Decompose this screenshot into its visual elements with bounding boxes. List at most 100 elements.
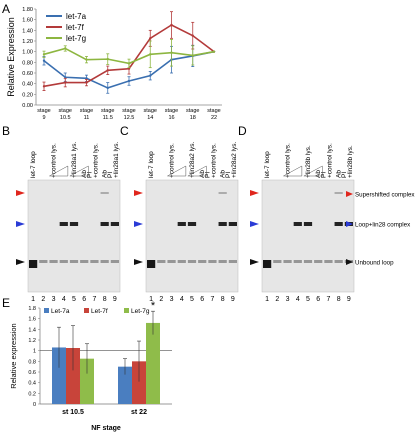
lane-number: 3 [52, 296, 56, 303]
legend-label: let-7f [66, 23, 85, 32]
lane-number: 1 [265, 296, 269, 303]
black-arrow [250, 259, 259, 265]
lane-label: PI [107, 172, 114, 178]
band-unbound [198, 260, 207, 263]
x-tick-label: stage [165, 108, 178, 114]
lane-number: 6 [316, 296, 320, 303]
band-unbound [273, 260, 282, 263]
y-tick-label: 0.20 [22, 92, 33, 98]
lane-label: Ab [102, 170, 109, 178]
legend-label: Let-7g [131, 308, 150, 315]
blue-arrow [134, 221, 143, 227]
legend-label: let-7a [66, 12, 87, 21]
lane-number: 1 [31, 296, 35, 303]
panel-d-letter: D [238, 124, 247, 138]
lane-number: 1 [149, 296, 153, 303]
band-complex [110, 222, 119, 226]
titration-wedge [167, 165, 187, 177]
lane-label: +lin28a2 lys. [189, 141, 196, 178]
lane-number: 9 [231, 296, 235, 303]
data-point [42, 53, 46, 56]
data-point [191, 34, 194, 37]
titration-wedge [303, 165, 323, 177]
band-supershift [218, 192, 227, 194]
x-tick-label: stage [144, 108, 157, 114]
band-unbound [324, 260, 333, 263]
band-unbound [334, 260, 343, 263]
lane-number: 6 [82, 296, 86, 303]
band-unbound [90, 260, 99, 263]
lane-number: 9 [347, 296, 351, 303]
data-point [127, 67, 131, 70]
y-tick-label: 1.2 [28, 338, 36, 344]
lane-label: +lin28b lys. [305, 145, 312, 178]
lane-number: 7 [326, 296, 330, 303]
band-unbound [49, 260, 58, 263]
lane-label: Ab [81, 170, 88, 178]
titration-wedge [187, 165, 207, 177]
red-arrow [250, 190, 259, 196]
lane-label: let-7 loop [148, 151, 155, 178]
lane-label: let-7 loop [30, 151, 37, 178]
legend-label: Let-7a [51, 308, 70, 315]
band-unbound [187, 260, 197, 263]
x-tick-label: 22 [211, 115, 217, 121]
x-tick-label: 16 [168, 115, 174, 121]
panel-b-letter: B [2, 124, 11, 138]
lane-label: PI [225, 172, 232, 178]
x-tick-label: stage [122, 108, 135, 114]
lane-number: 2 [41, 296, 45, 303]
gel-panels: let-7 loop +control lys. +lin28a1 lys. AbPI… [16, 141, 415, 303]
bar-Let-7a [52, 347, 66, 404]
panel-a-letter: A [2, 2, 11, 16]
black-arrow [16, 259, 25, 265]
key-arrow [346, 221, 353, 227]
y-tick-label: 0.40 [22, 82, 33, 88]
band-complex [177, 222, 186, 226]
key-label: Supershifted complex [355, 192, 415, 199]
data-point [106, 86, 109, 90]
lane-number: 7 [210, 296, 214, 303]
data-point [170, 51, 173, 54]
x-tick-label: stage [101, 108, 114, 114]
data-point [85, 81, 88, 84]
lane-number: 3 [170, 296, 174, 303]
lane-label: +control lys. [326, 143, 333, 178]
key-arrow [346, 191, 353, 197]
band-supershift [334, 192, 343, 194]
x-tick-label: 11.5 [103, 115, 113, 121]
lane-label: +control lys. [51, 143, 58, 178]
band-unbound [293, 260, 302, 263]
band-unbound [110, 260, 119, 263]
x-axis-label: NF stage [91, 425, 121, 432]
data-point [127, 62, 131, 65]
y-axis-label: Relative expression [9, 323, 18, 388]
y-tick-label: 1.80 [22, 7, 33, 13]
band-complex [218, 222, 227, 226]
band-unbound [69, 260, 79, 263]
lane-number: 9 [113, 296, 117, 303]
x-tick-label: stage [80, 108, 93, 114]
lane-number: 6 [200, 296, 204, 303]
band-unbound [147, 260, 156, 268]
panel-a-chart: 0.00 0.20 0.40 0.60 0.80 1.00 1.20 1.40 1.60 1.80… [6, 7, 222, 121]
lane-number: 2 [159, 296, 163, 303]
y-tick-label: 0.4 [28, 381, 36, 387]
bar-Let-7a [118, 366, 132, 404]
lane-number: 4 [62, 296, 66, 303]
band-complex [100, 222, 109, 226]
lane-number: 7 [92, 296, 96, 303]
red-arrow [16, 190, 25, 196]
y-tick-label: 1.4 [28, 327, 36, 333]
x-tick-label: 14 [147, 115, 153, 121]
bar-Let-7g [80, 358, 94, 404]
significance-mark: * [151, 300, 156, 312]
x-tick-label: 10.5 [60, 115, 71, 121]
lane-label: Ab [336, 170, 343, 178]
lane-label: +control lys. [169, 143, 176, 178]
lane-label: +control lys. [92, 143, 99, 178]
key-label: Unbound loop [355, 260, 394, 267]
band-unbound [167, 260, 176, 263]
band-unbound [283, 260, 292, 263]
lane-label: PI [86, 172, 93, 178]
